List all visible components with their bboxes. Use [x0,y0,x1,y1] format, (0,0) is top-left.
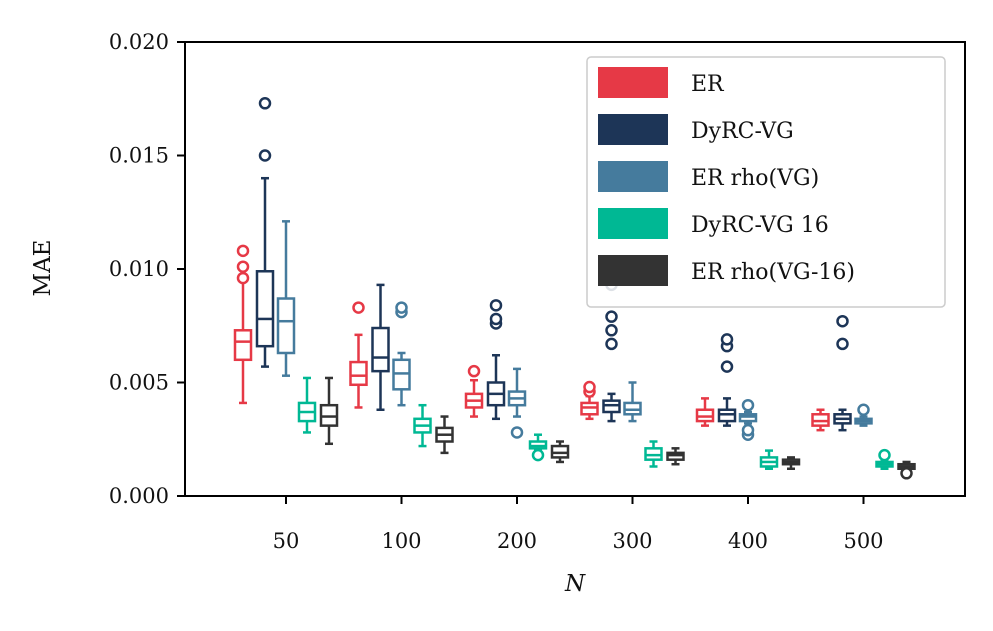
box-er-50 [233,244,253,405]
y-tick-label: 0.000 [109,484,169,508]
outlier-point [258,149,272,162]
box-er-rho-vg-16--400 [781,456,801,471]
box-dyrc-vg-16-50 [297,376,317,434]
outlier-point [236,271,250,285]
box-er-rho-vg--400 [738,398,758,441]
y-tick-label: 0.015 [109,144,169,168]
legend-swatch [598,208,668,239]
outlier-point [258,97,272,110]
box-dyrc-vg-200 [486,299,506,421]
iqr-box [371,326,390,373]
legend-label: DyRC-VG [691,119,794,144]
box-dyrc-vg-16-400 [759,449,779,471]
plot-frame [184,41,966,497]
plot-area [233,97,916,480]
iqr-box [233,329,253,362]
legend-swatch [598,255,668,286]
iqr-box [349,360,368,387]
outlier-point [467,364,481,378]
outlier-point [531,448,545,462]
box-er-rho-vg-16--100 [435,415,454,455]
legend-item: ER rho(VG) [598,161,819,192]
outlier-point [510,426,524,439]
outlier-point [836,337,849,351]
x-tick-label: 200 [497,529,537,553]
outlier-point [836,314,849,328]
legend-item: DyRC-VG 16 [598,208,829,239]
y-tick-label: 0.020 [109,30,169,54]
outlier-point [741,423,755,437]
box-er-rho-vg--50 [276,220,296,377]
y-axis-label: MAE [30,240,56,297]
outlier-point [395,301,408,314]
outlier-point [720,360,734,373]
outlier-point [741,398,755,412]
outlier-point [720,333,734,346]
legend-swatch [598,114,668,145]
x-tick-label: 300 [612,529,652,553]
outlier-point [605,310,618,323]
legend: ER DyRC-VG ER rho(VG) DyRC-VG 16 ER rho(VG-1… [586,56,946,308]
box-dyrc-vg-16-500 [875,448,894,471]
outlier-point [605,337,618,351]
x-axis-label: N [564,571,586,597]
outlier-point [878,448,891,462]
box-er-100 [349,301,368,409]
outlier-point [489,312,503,326]
legend-label: DyRC-VG 16 [691,213,829,238]
iqr-box [255,270,275,348]
iqr-box [276,297,296,355]
box-dyrc-vg-500 [833,314,852,432]
box-er-rho-vg-16--200 [550,440,570,464]
outlier-point [857,403,870,416]
x-tick-label: 50 [273,529,300,553]
legend-label: ER rho(VG) [691,166,819,191]
outlier-point [236,244,250,258]
legend-item: ER rho(VG-16) [598,255,855,286]
legend-swatch [598,67,668,98]
box-er-rho-vg--200 [507,367,527,439]
outlier-point [236,260,250,273]
box-er-300 [580,380,599,421]
box-dyrc-vg-100 [371,283,390,411]
y-tick-label: 0.010 [109,257,169,281]
y-axis: 0.000 0.005 0.010 0.015 0.020 [109,30,185,508]
outlier-point [900,467,913,480]
box-er-500 [811,408,830,432]
box-er-rho-vg--300 [623,381,642,423]
x-tick-label: 500 [843,529,883,553]
outlier-point [489,299,503,312]
legend-item: DyRC-VG [598,114,794,145]
box-er-rho-vg-16--50 [319,376,339,446]
box-er-rho-vg-16--500 [897,460,916,480]
box-dyrc-vg-50 [255,97,275,368]
x-axis: 50 100 200 300 400 500 [273,496,884,553]
x-tick-label: 100 [381,529,421,553]
box-er-200 [464,364,484,418]
box-er-rho-vg--500 [854,403,873,427]
legend-item: ER [598,67,725,98]
box-er-400 [695,397,715,427]
y-tick-label: 0.005 [109,371,169,395]
legend-label: ER [691,72,725,97]
outlier-point [605,324,618,337]
outlier-point [583,380,596,394]
box-dyrc-vg-16-300 [644,440,663,468]
legend-swatch [598,161,668,192]
legend-label: ER rho(VG-16) [691,260,855,285]
box-er-rho-vg-16--300 [666,447,685,466]
box-dyrc-vg-16-100 [413,403,432,448]
box-dyrc-vg-400 [717,333,737,427]
legend-frame [586,56,946,308]
box-er-rho-vg--100 [392,301,411,407]
outlier-point [352,301,365,314]
x-tick-label: 400 [728,529,768,553]
box-dyrc-vg-16-200 [528,433,548,462]
